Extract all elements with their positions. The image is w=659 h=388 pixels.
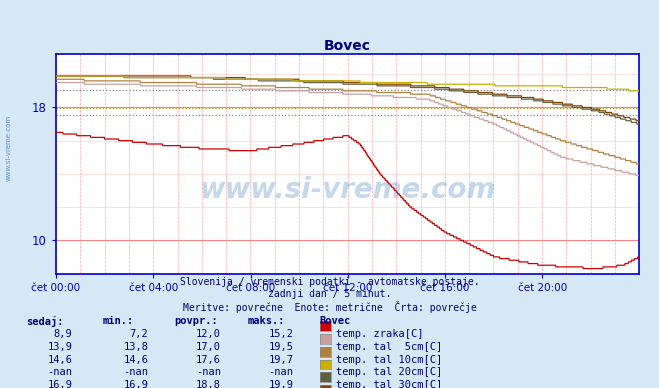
Text: 16,9: 16,9 — [123, 380, 148, 388]
Text: Slovenija / vremenski podatki - avtomatske postaje.: Slovenija / vremenski podatki - avtomats… — [180, 277, 479, 288]
Text: 17,6: 17,6 — [196, 355, 221, 365]
Text: -nan: -nan — [47, 367, 72, 378]
Text: temp. tal 10cm[C]: temp. tal 10cm[C] — [336, 355, 442, 365]
Text: 12,0: 12,0 — [196, 329, 221, 339]
Text: 19,5: 19,5 — [268, 342, 293, 352]
Text: 7,2: 7,2 — [130, 329, 148, 339]
Text: povpr.:: povpr.: — [175, 316, 218, 326]
Text: 17,0: 17,0 — [196, 342, 221, 352]
Text: min.:: min.: — [102, 316, 133, 326]
Text: 16,9: 16,9 — [47, 380, 72, 388]
Text: 13,8: 13,8 — [123, 342, 148, 352]
Text: www.si-vreme.com: www.si-vreme.com — [200, 176, 496, 204]
Text: zadnji dan / 5 minut.: zadnji dan / 5 minut. — [268, 289, 391, 299]
Text: 14,6: 14,6 — [123, 355, 148, 365]
Text: 18,8: 18,8 — [196, 380, 221, 388]
Text: maks.:: maks.: — [247, 316, 285, 326]
Text: 15,2: 15,2 — [268, 329, 293, 339]
Text: temp. tal 20cm[C]: temp. tal 20cm[C] — [336, 367, 442, 378]
Title: Bovec: Bovec — [324, 39, 371, 53]
Text: 13,9: 13,9 — [47, 342, 72, 352]
Text: 14,6: 14,6 — [47, 355, 72, 365]
Text: temp. tal  5cm[C]: temp. tal 5cm[C] — [336, 342, 442, 352]
Text: sedaj:: sedaj: — [26, 316, 64, 327]
Text: 19,9: 19,9 — [268, 380, 293, 388]
Text: temp. tal 30cm[C]: temp. tal 30cm[C] — [336, 380, 442, 388]
Text: -nan: -nan — [196, 367, 221, 378]
Text: www.si-vreme.com: www.si-vreme.com — [5, 114, 11, 180]
Text: temp. zraka[C]: temp. zraka[C] — [336, 329, 424, 339]
Text: Meritve: povrečne  Enote: metrične  Črta: povrečje: Meritve: povrečne Enote: metrične Črta: … — [183, 301, 476, 313]
Text: 8,9: 8,9 — [54, 329, 72, 339]
Text: 19,7: 19,7 — [268, 355, 293, 365]
Text: Bovec: Bovec — [320, 316, 351, 326]
Text: -nan: -nan — [268, 367, 293, 378]
Text: -nan: -nan — [123, 367, 148, 378]
